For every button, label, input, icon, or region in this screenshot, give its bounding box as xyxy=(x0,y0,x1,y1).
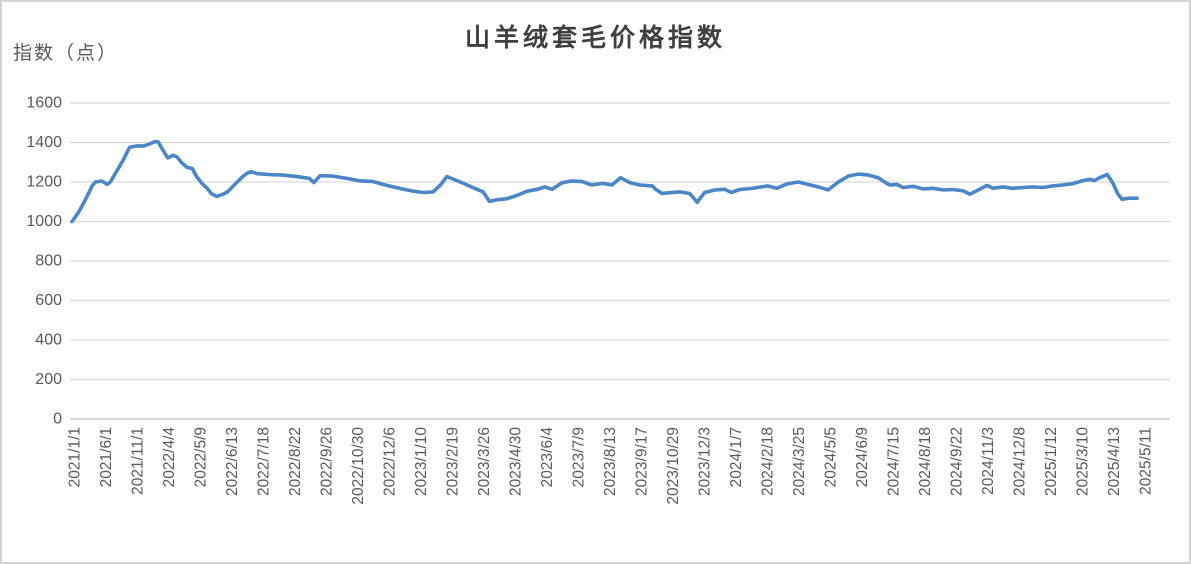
x-tick-label: 2024/12/8 xyxy=(1012,427,1029,496)
y-tick-label: 400 xyxy=(35,332,62,349)
x-tick-label: 2024/6/9 xyxy=(854,427,871,487)
y-tick-label: 1600 xyxy=(26,95,62,112)
x-tick-label: 2021/6/1 xyxy=(98,427,115,487)
x-tick-label: 2023/7/9 xyxy=(571,427,588,487)
x-tick-label: 2021/11/1 xyxy=(130,427,147,495)
x-tick-label: 2022/4/4 xyxy=(161,427,178,488)
x-tick-label: 2022/12/6 xyxy=(382,427,399,496)
x-tick-label: 2023/10/29 xyxy=(665,427,682,505)
x-tick-label: 2024/5/5 xyxy=(823,427,840,487)
x-tick-label: 2023/8/13 xyxy=(602,427,619,496)
x-tick-label: 2024/3/25 xyxy=(791,427,808,496)
y-tick-label: 1400 xyxy=(26,134,62,151)
x-tick-label: 2025/1/12 xyxy=(1043,427,1060,496)
x-tick-label: 2023/4/30 xyxy=(508,427,525,496)
x-tick-label: 2024/8/18 xyxy=(917,427,934,496)
x-tick-label: 2025/3/10 xyxy=(1075,427,1092,496)
x-tick-label: 2023/3/26 xyxy=(476,427,493,496)
chart-title: 山羊绒套毛价格指数 xyxy=(464,25,726,52)
x-tick-label: 2024/2/18 xyxy=(760,427,777,496)
x-tick-label: 2024/1/7 xyxy=(728,427,745,487)
y-tick-label: 200 xyxy=(35,371,62,388)
y-tick-label: 600 xyxy=(35,292,62,309)
y-tick-label: 1200 xyxy=(26,174,62,191)
x-tick-label: 2024/9/22 xyxy=(949,427,966,496)
x-tick-label: 2024/7/15 xyxy=(886,427,903,496)
x-tick-label: 2023/6/4 xyxy=(539,427,556,488)
y-tick-label: 800 xyxy=(35,253,62,270)
x-tick-label: 2022/10/30 xyxy=(350,427,367,505)
x-tick-label: 2022/9/26 xyxy=(319,427,336,496)
x-tick-label: 2022/5/9 xyxy=(193,427,210,487)
price-series-line xyxy=(70,139,1139,224)
y-axis-title: 指数（点） xyxy=(13,43,119,64)
x-tick-label: 2024/11/3 xyxy=(980,427,997,495)
y-tick-label: 0 xyxy=(53,411,62,428)
x-tick-label: 2022/6/13 xyxy=(224,427,241,496)
x-tick-label: 2023/1/10 xyxy=(413,427,430,496)
x-tick-label: 2021/1/1 xyxy=(67,427,84,487)
x-tick-label: 2023/9/17 xyxy=(634,427,651,496)
y-tick-label: 1000 xyxy=(26,213,62,230)
x-tick-label: 2023/2/19 xyxy=(445,427,462,496)
x-tick-label: 2022/7/18 xyxy=(256,427,273,496)
x-tick-label: 2025/5/11 xyxy=(1138,427,1155,495)
x-tick-label: 2023/12/3 xyxy=(697,427,714,496)
x-tick-label: 2025/4/13 xyxy=(1106,427,1123,496)
x-tick-label: 2022/8/22 xyxy=(287,427,304,496)
